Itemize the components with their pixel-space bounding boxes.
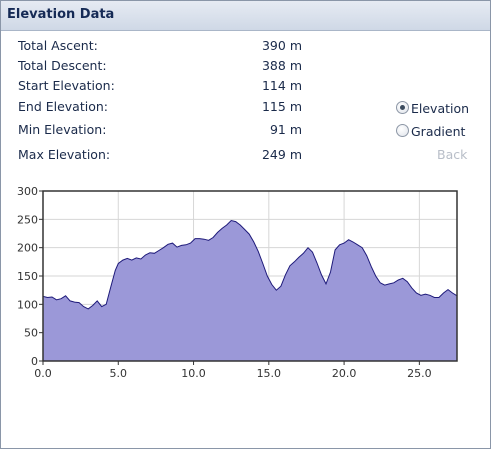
y-tick-label: 0: [31, 355, 38, 368]
y-tick-label: 300: [17, 185, 38, 198]
elevation-radio[interactable]: [396, 101, 409, 114]
max-elevation-value: 249 m: [261, 147, 302, 162]
x-tick-label: 25.0: [407, 367, 432, 380]
gradient-radio[interactable]: [396, 124, 409, 137]
radio-selected-dot: [400, 105, 405, 110]
elevation-line: [42, 219, 458, 310]
y-axis: 0 50 100 150 200 250 300: [17, 185, 43, 368]
max-elevation-label: Max Elevation:: [18, 147, 111, 162]
back-button[interactable]: Back: [437, 147, 468, 162]
y-tick-label: 200: [17, 242, 38, 255]
y-tick-label: 100: [17, 298, 38, 311]
y-tick-label: 50: [24, 327, 38, 340]
panel-header: Elevation Data: [1, 1, 490, 31]
elevation-chart: 0 50 100 150 200 250 300 0.0 5.0 10.0 15.0 20.0 25.…: [17, 185, 458, 380]
x-axis: 0.0 5.0 10.0 15.0 20.0 25.0: [34, 361, 432, 380]
x-tick-label: 10.0: [181, 367, 206, 380]
start-elevation-value: 114 m: [261, 78, 302, 93]
end-elevation-label: End Elevation:: [18, 99, 109, 114]
y-tick-label: 250: [17, 213, 38, 226]
x-tick-label: 0.0: [34, 367, 52, 380]
total-descent-value: 388 m: [261, 58, 302, 73]
y-tick-label: 150: [17, 270, 38, 283]
elevation-radio-label[interactable]: Elevation: [411, 101, 470, 116]
x-tick-label: 5.0: [110, 367, 128, 380]
x-tick-label: 20.0: [332, 367, 357, 380]
gradient-radio-label[interactable]: Gradient: [411, 124, 466, 139]
x-tick-label: 15.0: [257, 367, 282, 380]
total-descent-label: Total Descent:: [18, 58, 107, 73]
end-elevation-value: 115 m: [261, 99, 302, 114]
total-ascent-label: Total Ascent:: [18, 38, 98, 53]
panel-title: Elevation Data: [7, 7, 115, 22]
min-elevation-value: 91 m: [269, 122, 302, 137]
total-ascent-value: 390 m: [261, 38, 302, 53]
start-elevation-label: Start Elevation:: [18, 78, 115, 93]
elevation-area: [43, 220, 457, 361]
min-elevation-label: Min Elevation:: [18, 122, 107, 137]
